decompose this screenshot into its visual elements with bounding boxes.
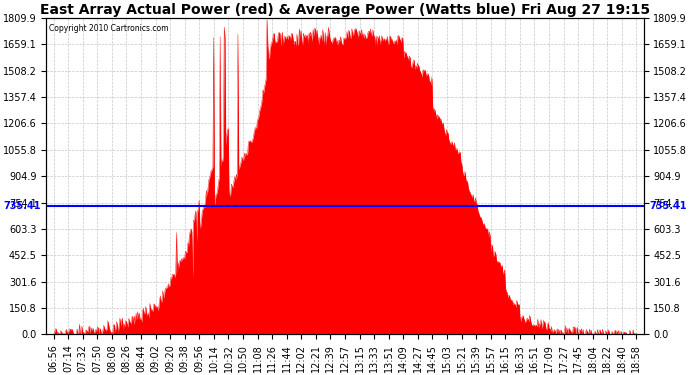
Text: 735.41: 735.41 bbox=[649, 201, 687, 211]
Text: Copyright 2010 Cartronics.com: Copyright 2010 Cartronics.com bbox=[50, 24, 169, 33]
Text: 735.41: 735.41 bbox=[3, 201, 41, 211]
Title: East Array Actual Power (red) & Average Power (Watts blue) Fri Aug 27 19:15: East Array Actual Power (red) & Average … bbox=[40, 3, 650, 17]
